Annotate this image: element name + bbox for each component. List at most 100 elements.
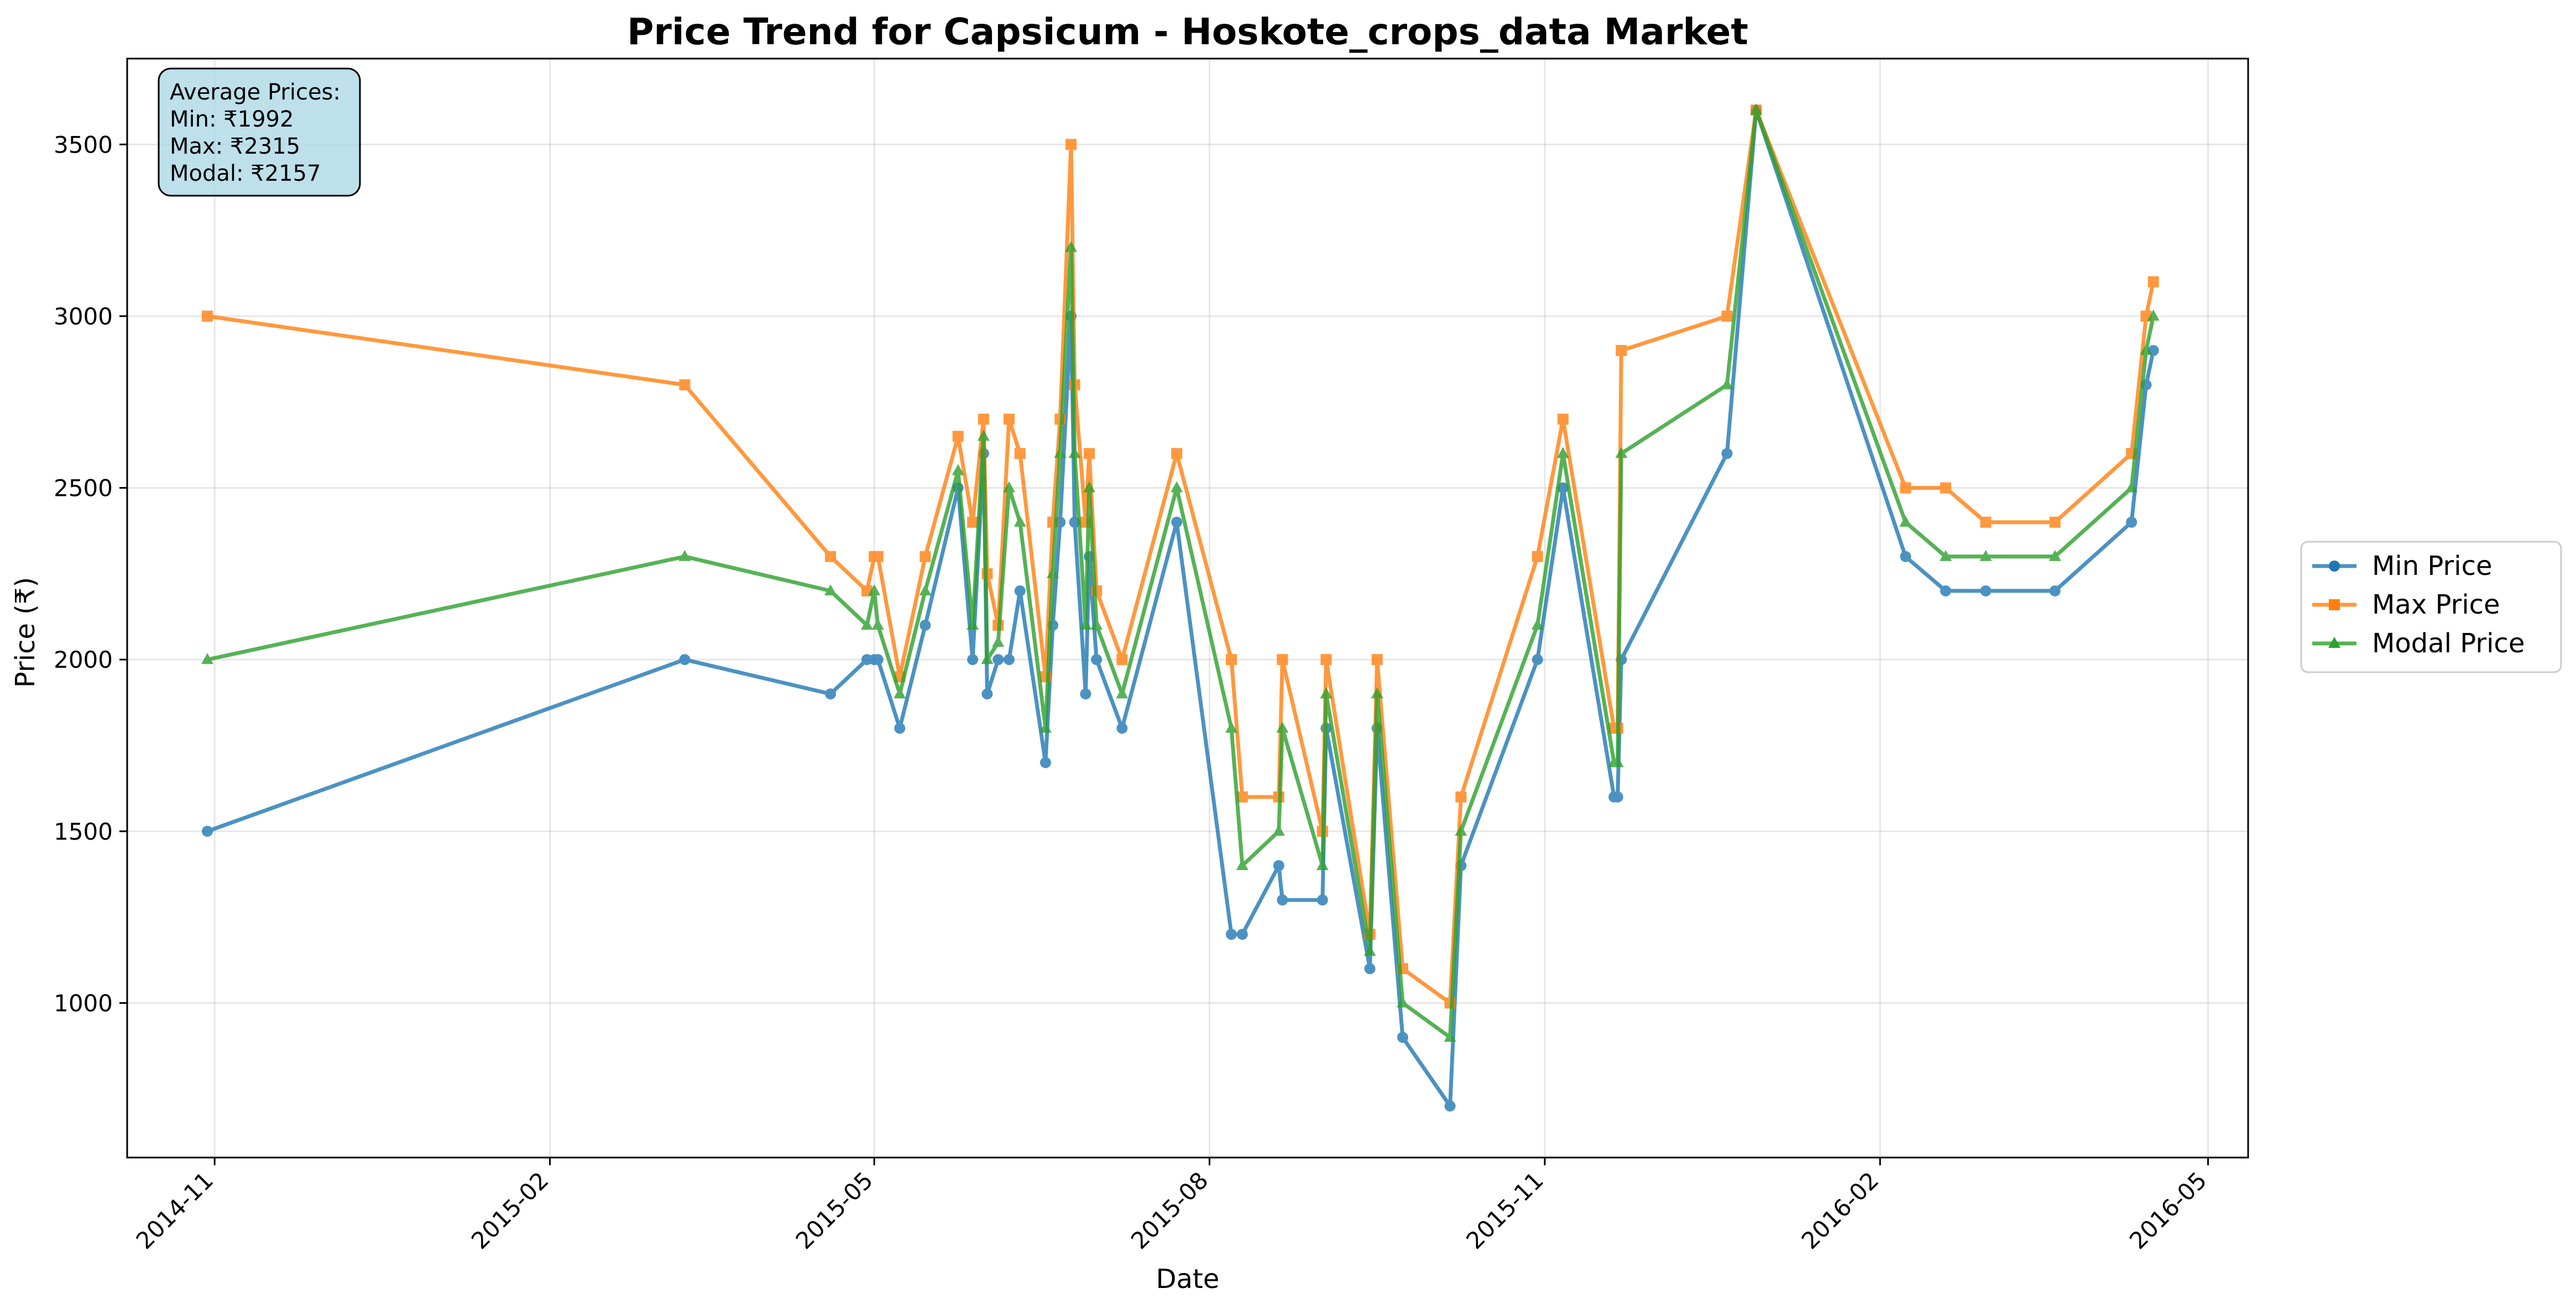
max-price-point — [952, 431, 964, 442]
max-price-point — [1532, 551, 1543, 562]
modal-price-point — [893, 687, 906, 699]
modal-price-point — [1225, 721, 1238, 733]
series-layer — [201, 103, 2160, 1112]
legend-item-min-price: Min Price — [2312, 551, 2493, 582]
modal-price-point — [2140, 344, 2152, 355]
max-price-point — [202, 310, 213, 322]
min-price-point — [981, 688, 993, 700]
modal-price-point — [1939, 549, 1952, 561]
modal-price-point — [1171, 481, 1183, 493]
modal-price-point — [1013, 515, 1026, 527]
average-prices-heading: Average Prices: — [170, 80, 341, 105]
min-price-point — [992, 654, 1004, 666]
min-price-point — [872, 654, 884, 666]
y-axis-label: Price (₹) — [10, 577, 41, 688]
modal-price-point — [1054, 447, 1067, 458]
modal-price-point — [868, 584, 881, 595]
min-price-point — [1091, 654, 1102, 666]
min-price-point — [1721, 448, 1733, 459]
chart-title: Price Trend for Capsicum - Hoskote_crops… — [627, 11, 1748, 53]
max-price-point — [1557, 413, 1569, 425]
max-price-point — [1900, 482, 1911, 494]
max-price-point — [679, 379, 691, 391]
max-price-point — [1980, 516, 1992, 528]
modal-price-point — [1316, 858, 1329, 870]
modal-price-point — [201, 653, 214, 664]
modal-price-point — [1371, 687, 1383, 699]
min-price-point — [1940, 585, 1951, 596]
modal-price-point — [678, 549, 691, 561]
modal-price-point — [952, 464, 964, 475]
y-tick-label: 2500 — [54, 475, 113, 502]
legend-item-modal-price: Modal Price — [2312, 628, 2525, 659]
max-price-point — [1065, 139, 1077, 150]
modal-price-point — [1068, 447, 1081, 458]
min-price-point — [1014, 585, 1026, 596]
modal-price-point — [1611, 756, 1624, 767]
max-price-point — [1721, 310, 1733, 322]
modal-price-point — [1979, 549, 1992, 561]
legend-label-max-price: Max Price — [2372, 589, 2500, 620]
modal-price-point — [1079, 619, 1092, 630]
modal-price-point — [1531, 619, 1544, 630]
max-price-point — [1371, 654, 1383, 666]
min-price-point — [1116, 722, 1128, 734]
min-price-point — [1236, 929, 1248, 940]
min-price-point — [1273, 860, 1284, 871]
average-min-price: Min: ₹1992 — [170, 107, 294, 132]
modal-price-point — [1320, 687, 1333, 699]
modal-price-line — [205, 108, 2156, 1040]
max-price-point — [1084, 448, 1095, 459]
modal-price-point — [1556, 447, 1569, 458]
max-price-point — [1004, 413, 1015, 425]
min-price-point — [1080, 688, 1091, 700]
modal-price-point — [1615, 447, 1628, 458]
min-price-point — [919, 620, 931, 631]
min-price-point — [967, 654, 979, 666]
min-price-point — [1364, 963, 1376, 975]
max-price-line — [205, 108, 2156, 1005]
modal-price-point — [1899, 515, 1912, 527]
modal-price-point — [1444, 1030, 1456, 1042]
chart-legend: Min Price Max Price Modal Price — [2300, 541, 2562, 673]
legend-marker-max-price — [2329, 599, 2340, 610]
average-modal-price: Modal: ₹2157 — [170, 161, 321, 186]
modal-price-point — [860, 619, 873, 630]
modal-price-point — [1065, 240, 1078, 252]
modal-price-point — [1455, 824, 1467, 836]
modal-price-point — [871, 619, 884, 630]
max-price-point — [2049, 516, 2061, 528]
modal-price-point — [1721, 378, 1733, 390]
modal-price-point — [1116, 687, 1128, 699]
max-price-point — [872, 551, 884, 562]
min-price-point — [1316, 894, 1328, 906]
modal-price-point — [1396, 996, 1409, 1008]
min-price-point — [1532, 654, 1543, 666]
legend-marker-min-price — [2329, 561, 2340, 572]
modal-price-point — [1276, 721, 1289, 733]
max-price-point — [1226, 654, 1237, 666]
modal-price-point — [1236, 858, 1248, 870]
legend-label-min-price: Min Price — [2372, 551, 2493, 582]
modal-price-point — [919, 584, 932, 595]
y-tick-label: 1000 — [54, 989, 113, 1017]
modal-price-point — [1272, 824, 1285, 836]
min-price-point — [2049, 585, 2061, 596]
min-price-point — [894, 722, 906, 734]
modal-price-point — [824, 584, 837, 595]
y-tick-label: 2000 — [54, 646, 113, 673]
plot-area-frame — [126, 57, 2249, 1159]
min-price-point — [1226, 929, 1237, 940]
modal-price-series — [201, 103, 2160, 1042]
min-price-point — [1980, 585, 1992, 596]
max-price-point — [825, 551, 837, 562]
modal-price-point — [1003, 481, 1016, 493]
max-price-point — [1171, 448, 1183, 459]
modal-price-point — [1090, 619, 1103, 630]
max-price-point — [1616, 345, 1627, 357]
modal-price-point — [1047, 567, 1059, 578]
legend-frame — [2300, 541, 2562, 673]
modal-price-point — [977, 430, 990, 441]
